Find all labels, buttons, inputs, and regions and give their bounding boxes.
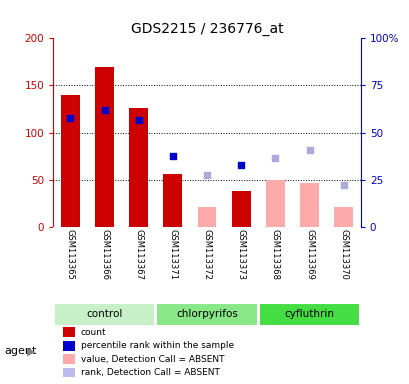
Bar [95,67,114,227]
Text: rank, Detection Call = ABSENT: rank, Detection Call = ABSENT [81,368,219,377]
Text: GSM113369: GSM113369 [304,229,313,280]
Text: GSM113370: GSM113370 [338,229,347,280]
Bar [61,95,80,227]
Point [237,162,244,168]
Text: GSM113366: GSM113366 [100,229,109,280]
Point [203,172,210,178]
FancyBboxPatch shape [156,303,257,326]
Bar [231,191,250,227]
Text: count: count [81,328,106,337]
Text: percentile rank within the sample: percentile rank within the sample [81,341,234,350]
Text: GSM113367: GSM113367 [134,229,143,280]
Text: GSM113365: GSM113365 [66,229,75,280]
Point [135,117,142,123]
Bar [62,341,74,351]
Text: GSM113372: GSM113372 [202,229,211,280]
Text: GSM113373: GSM113373 [236,229,245,280]
Text: control: control [86,309,122,319]
Bar [62,368,74,377]
Bar [62,354,74,364]
Bar [197,207,216,227]
Bar [129,108,148,227]
Point [67,115,74,121]
Bar [163,174,182,227]
Text: chlorpyrifos: chlorpyrifos [176,309,237,319]
Text: ▶: ▶ [27,346,35,356]
Bar [62,328,74,337]
FancyBboxPatch shape [54,303,155,326]
Text: GSM113368: GSM113368 [270,229,279,280]
Text: agent: agent [4,346,36,356]
Bar [299,182,318,227]
Bar [265,180,284,227]
Text: value, Detection Call = ABSENT: value, Detection Call = ABSENT [81,355,224,364]
Title: GDS2215 / 236776_at: GDS2215 / 236776_at [130,22,283,36]
Point [169,153,176,159]
Bar [333,207,352,227]
Point [272,155,278,161]
Point [339,182,346,189]
Text: GSM113371: GSM113371 [168,229,177,280]
Point [306,146,312,152]
Text: cyfluthrin: cyfluthrin [284,309,334,319]
FancyBboxPatch shape [258,303,360,326]
Point [101,107,108,113]
